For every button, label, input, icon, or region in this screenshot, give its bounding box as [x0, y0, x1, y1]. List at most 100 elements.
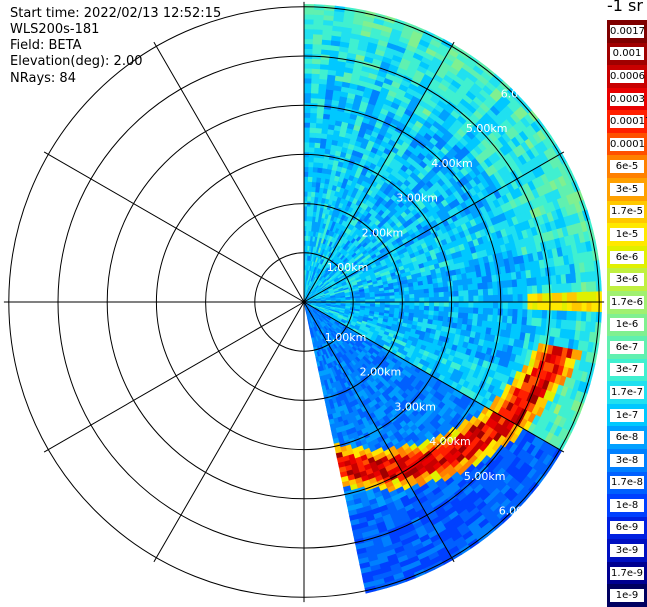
beta-gate-cell — [389, 295, 396, 300]
beta-gate-cell — [501, 280, 509, 289]
beta-gate-cell — [462, 312, 469, 320]
beta-gate-cell — [423, 284, 430, 290]
beta-gate-cell — [414, 301, 420, 307]
beta-gate-cell — [590, 281, 597, 293]
beta-gate-cell — [458, 296, 465, 303]
beta-gate-cell — [512, 301, 519, 310]
beta-gate-cell — [303, 77, 313, 84]
beta-gate-cell — [502, 287, 509, 296]
beta-gate-cell — [468, 307, 474, 315]
beta-gate-cell — [536, 285, 543, 295]
beta-gate-cell — [311, 68, 321, 75]
beta-gate-cell — [303, 82, 312, 89]
beta-gate-cell — [542, 293, 548, 303]
beta-gate-cell — [438, 291, 445, 298]
beta-gate-cell — [507, 294, 514, 303]
beta-gate-cell — [517, 301, 524, 310]
beta-gate-cell — [433, 301, 440, 308]
beta-gate-cell — [409, 293, 415, 299]
beta-gate-cell — [551, 283, 558, 294]
beta-gate-cell — [423, 292, 430, 299]
beta-gate-cell — [586, 291, 593, 303]
beta-gate-cell — [379, 295, 386, 300]
beta-gate-cell — [313, 9, 325, 16]
beta-gate-cell — [424, 301, 430, 307]
beta-gate-cell — [526, 285, 533, 295]
beta-gate-cell — [506, 279, 513, 289]
beta-gate-cell — [527, 293, 534, 303]
beta-gate-cell — [452, 280, 459, 287]
beta-gate-cell — [482, 288, 489, 297]
beta-gate-cell — [438, 296, 445, 303]
beta-gate-cell — [309, 117, 318, 124]
beta-gate-cell — [384, 295, 391, 300]
beta-gate-cell — [556, 283, 563, 294]
beta-gate-cell — [487, 314, 494, 323]
beta-gate-cell — [487, 288, 494, 296]
beta-gate-cell — [419, 297, 425, 303]
beta-gate-cell — [404, 294, 411, 299]
beta-gate-cell — [477, 289, 484, 297]
beta-gate-cell — [488, 301, 494, 309]
beta-gate-cell — [566, 310, 573, 322]
beta-gate-cell — [517, 309, 524, 318]
beta-gate-cell — [303, 48, 314, 55]
beta-gate-cell — [303, 28, 314, 35]
beta-gate-cell — [427, 283, 435, 290]
beta-gate-cell — [303, 8, 315, 15]
beta-gate-cell — [527, 301, 534, 311]
beta-gate-cell — [551, 310, 558, 321]
beta-gate-cell — [303, 38, 314, 45]
beta-gate-cell — [571, 311, 578, 322]
beta-gate-cell — [473, 301, 480, 309]
beta-gate-cell — [472, 307, 479, 315]
beta-gate-cell — [433, 306, 440, 312]
beta-gate-cell — [576, 282, 583, 293]
beta-gate-cell — [576, 301, 583, 313]
beta-gate-cell — [586, 301, 593, 313]
beta-gate-cell — [308, 146, 316, 153]
beta-gate-cell — [307, 181, 313, 188]
beta-gate-cell — [502, 308, 509, 317]
beta-gate-cell — [312, 33, 324, 40]
beta-gate-cell — [409, 305, 415, 311]
beta-gate-cell — [414, 297, 420, 303]
beta-gate-cell — [517, 286, 524, 295]
beta-gate-cell — [303, 63, 313, 69]
beta-gate-cell — [482, 307, 489, 316]
beta-gate-cell — [307, 191, 313, 197]
beta-gate-cell — [477, 313, 484, 322]
beta-gate-cell — [501, 315, 509, 324]
beta-gate-cell — [315, 132, 323, 139]
beta-gate-cell — [303, 117, 311, 123]
beta-gate-cell — [537, 293, 543, 303]
beta-gate-cell — [303, 161, 310, 168]
beta-gate-cell — [581, 291, 588, 303]
beta-gate-cell — [512, 294, 519, 303]
beta-gate-cell — [428, 288, 435, 294]
beta-gate-cell — [531, 285, 538, 295]
beta-gate-cell — [492, 288, 499, 296]
beta-gate-cell — [303, 136, 311, 143]
beta-gate-cell — [303, 166, 310, 173]
beta-gate-cell — [492, 308, 499, 316]
beta-gate-cell — [312, 38, 323, 45]
beta-gate-cell — [308, 156, 315, 163]
beta-gate-cell — [423, 305, 430, 312]
beta-gate-cell — [438, 301, 445, 308]
beta-gate-cell — [571, 292, 578, 303]
beta-gate-cell — [309, 132, 317, 138]
beta-gate-cell — [316, 117, 324, 124]
beta-gate-cell — [458, 301, 465, 308]
beta-gate-cell — [457, 312, 464, 320]
beta-gate-cell — [453, 301, 460, 308]
beta-gate-cell — [303, 72, 313, 79]
beta-gate-cell — [303, 23, 315, 30]
beta-gate-cell — [409, 301, 416, 307]
beta-gate-cell — [308, 171, 314, 178]
beta-gate-cell — [309, 136, 316, 143]
beta-gate-cell — [303, 107, 312, 114]
beta-gate-cell — [477, 282, 484, 291]
beta-gate-cell — [443, 311, 450, 318]
beta-gate-cell — [522, 309, 529, 318]
